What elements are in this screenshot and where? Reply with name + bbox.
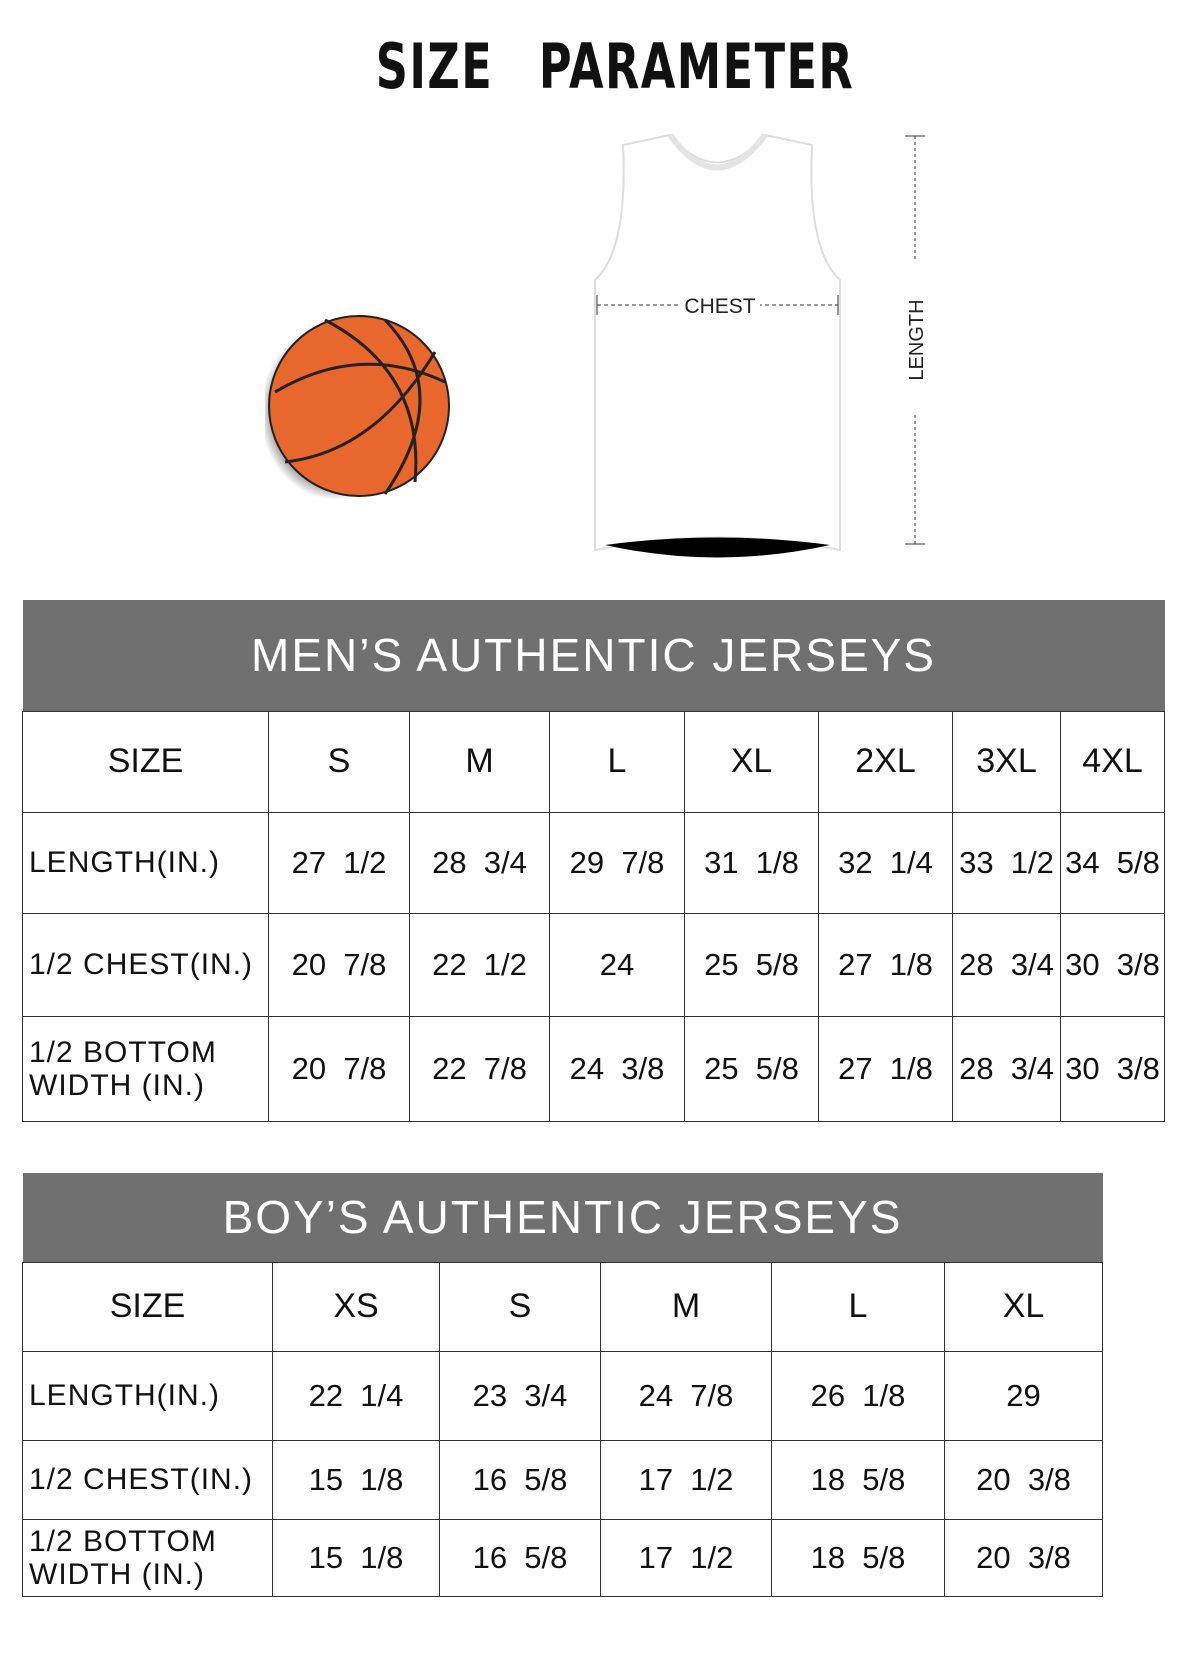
measurement-cell: 22 1/4 (272, 1350, 440, 1441)
measurement-cell: 22 1/2 (409, 912, 550, 1017)
size-header: 3XL (952, 710, 1061, 813)
measurement-cell: 33 1/2 (952, 811, 1061, 914)
size-header: L (549, 710, 685, 813)
jersey-diagram: CHEST (594, 133, 841, 558)
measurement-cell: 16 5/8 (439, 1518, 601, 1597)
mens-size-table: MEN’S AUTHENTIC JERSEYS SIZE S M L XL 2XL 3XL 4X… (22, 600, 1165, 1122)
measurement-cell: 27 1/2 (268, 811, 410, 914)
measurement-cell: 29 (943, 1350, 1104, 1441)
measurement-cell: 27 1/8 (818, 912, 953, 1017)
size-label: SIZE (22, 1261, 273, 1352)
size-header: XL (684, 710, 819, 813)
size-header: S (439, 1261, 601, 1352)
measurement-cell: 20 3/8 (943, 1439, 1104, 1520)
size-header: 4XL (1060, 710, 1165, 813)
measurement-cell: 15 1/8 (272, 1439, 440, 1520)
row-label: LENGTH(IN.) (22, 811, 269, 914)
measurement-cell: 28 3/4 (409, 811, 550, 914)
measurement-cell: 34 5/8 (1060, 811, 1165, 914)
measurement-cell: 28 3/4 (952, 1015, 1061, 1122)
size-header-row: SIZE XS S M L XL (22, 1261, 1104, 1352)
measurement-cell: 23 3/4 (439, 1350, 601, 1441)
measurement-cell: 32 1/4 (818, 811, 953, 914)
measurement-cell: 20 7/8 (268, 912, 410, 1017)
size-header: XS (272, 1261, 440, 1352)
row-label: 1/2 BOTTOM WIDTH (IN.) (22, 1015, 269, 1122)
size-header: S (268, 710, 410, 813)
measurement-cell: 29 7/8 (549, 811, 685, 914)
table-row: LENGTH(IN.) 27 1/2 28 3/4 29 7/8 31 1/8 32 1/… (22, 811, 1165, 914)
basketball-icon (265, 315, 450, 500)
page-title: SIZE PARAMETER (375, 30, 855, 103)
measurement-cell: 26 1/8 (771, 1350, 945, 1441)
size-header: M (409, 710, 550, 813)
measurement-cell: 24 (549, 912, 685, 1017)
table-row: LENGTH(IN.) 22 1/4 23 3/4 24 7/8 26 1/8 29 (22, 1350, 1104, 1441)
measurement-cell: 20 3/8 (943, 1518, 1104, 1597)
size-header: 2XL (818, 710, 953, 813)
measurement-cell: 24 7/8 (600, 1350, 772, 1441)
table-row: 1/2 BOTTOM WIDTH (IN.) 15 1/8 16 5/8 17 1/2… (22, 1518, 1104, 1597)
measurement-cell: 17 1/2 (600, 1518, 772, 1597)
measurement-cell: 18 5/8 (771, 1518, 945, 1597)
table-title: MEN’S AUTHENTIC JERSEYS (22, 600, 1165, 711)
size-label: SIZE (22, 710, 269, 813)
measurement-cell: 16 5/8 (439, 1439, 601, 1520)
measurement-cell: 27 1/8 (818, 1015, 953, 1122)
table-title: BOY’S AUTHENTIC JERSEYS (22, 1173, 1103, 1262)
length-label: LENGTH (906, 299, 928, 380)
size-header: M (600, 1261, 772, 1352)
measurement-cell: 30 3/8 (1060, 912, 1165, 1017)
measurement-cell: 18 5/8 (771, 1439, 945, 1520)
table-row: 1/2 CHEST(IN.) 20 7/8 22 1/2 24 25 5/8 27 1/8… (22, 912, 1165, 1017)
measurement-cell: 17 1/2 (600, 1439, 772, 1520)
measurement-cell: 20 7/8 (268, 1015, 410, 1122)
measurement-cell: 30 3/8 (1060, 1015, 1165, 1122)
row-label: 1/2 BOTTOM WIDTH (IN.) (22, 1518, 273, 1597)
measurement-cell: 15 1/8 (272, 1518, 440, 1597)
boys-size-table: BOY’S AUTHENTIC JERSEYS SIZE XS S M L XL LENGTH… (22, 1173, 1104, 1597)
measurement-cell: 28 3/4 (952, 912, 1061, 1017)
table-row: 1/2 CHEST(IN.) 15 1/8 16 5/8 17 1/2 18 5/8 20… (22, 1439, 1104, 1520)
measurement-cell: 25 5/8 (684, 1015, 819, 1122)
length-ruler: LENGTH (905, 135, 928, 545)
table-row: 1/2 BOTTOM WIDTH (IN.) 20 7/8 22 7/8 24 3/8… (22, 1015, 1165, 1122)
size-header: L (771, 1261, 945, 1352)
measurement-cell: 24 3/8 (549, 1015, 685, 1122)
row-label: 1/2 CHEST(IN.) (22, 1439, 273, 1520)
size-header: XL (943, 1261, 1104, 1352)
measurement-cell: 22 7/8 (409, 1015, 550, 1122)
measurement-cell: 31 1/8 (684, 811, 819, 914)
row-label: LENGTH(IN.) (22, 1350, 273, 1441)
measurement-cell: 25 5/8 (684, 912, 819, 1017)
size-header-row: SIZE S M L XL 2XL 3XL 4XL (22, 710, 1165, 813)
row-label: 1/2 CHEST(IN.) (22, 912, 269, 1017)
chest-label: CHEST (684, 295, 755, 318)
